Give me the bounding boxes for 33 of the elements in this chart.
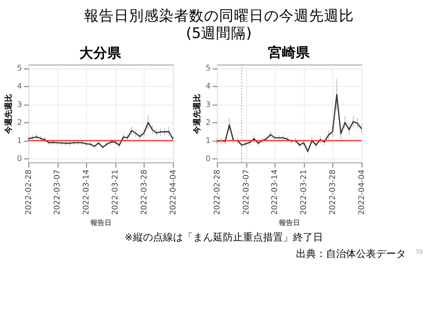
x-tick-label: 2022-03-14 xyxy=(270,170,280,215)
y-tick-label: 0 xyxy=(206,154,211,164)
y-tick-label: 4 xyxy=(206,82,211,91)
y-tick-label: 5 xyxy=(17,64,22,73)
x-tick-label: 2022-02-28 xyxy=(24,170,33,215)
y-axis-title: 今週先週比 xyxy=(4,94,14,135)
line-series xyxy=(216,94,362,152)
x-tick-label: 2022-04-04 xyxy=(356,170,366,215)
x-tick-label: 2022-04-04 xyxy=(168,170,178,215)
text: 報告日別感染者数の同曜日の今週先週比 (5週間隔) xyxy=(84,8,354,42)
x-tick-label: 2022-02-28 xyxy=(212,170,222,215)
y-tick-label: 0 xyxy=(17,154,22,164)
y-axis-title: 今週先週比 xyxy=(192,94,202,135)
y-tick-label: 1 xyxy=(17,136,22,145)
x-tick-label: 2022-03-28 xyxy=(328,170,338,215)
y-tick-label: 2 xyxy=(17,118,22,127)
x-tick-label: 2022-03-14 xyxy=(82,170,91,215)
y-tick-label: 4 xyxy=(17,82,22,91)
y-tick-label: 5 xyxy=(206,64,211,73)
x-tick-label: 2022-03-21 xyxy=(110,170,120,215)
y-tick-label: 2 xyxy=(206,118,211,127)
x-tick-label: 2022-03-28 xyxy=(139,170,148,215)
chart-title: 宮崎県 xyxy=(268,44,312,62)
source-note: 出典：自治体公表データ xyxy=(296,248,406,260)
y-tick-label: 1 xyxy=(206,136,211,145)
x-tick-label: 2022-03-07 xyxy=(52,170,62,215)
y-tick-label: 3 xyxy=(206,100,211,109)
x-tick-label: 2022-03-07 xyxy=(241,170,250,215)
text: ※縦の点線は「まん延防止重点措置」終了日 xyxy=(124,231,323,244)
line-series xyxy=(28,122,174,148)
chart-title: 大分県 xyxy=(80,45,123,62)
x-tick-label: 2022-03-21 xyxy=(299,170,308,215)
y-tick-label: 3 xyxy=(17,100,22,109)
